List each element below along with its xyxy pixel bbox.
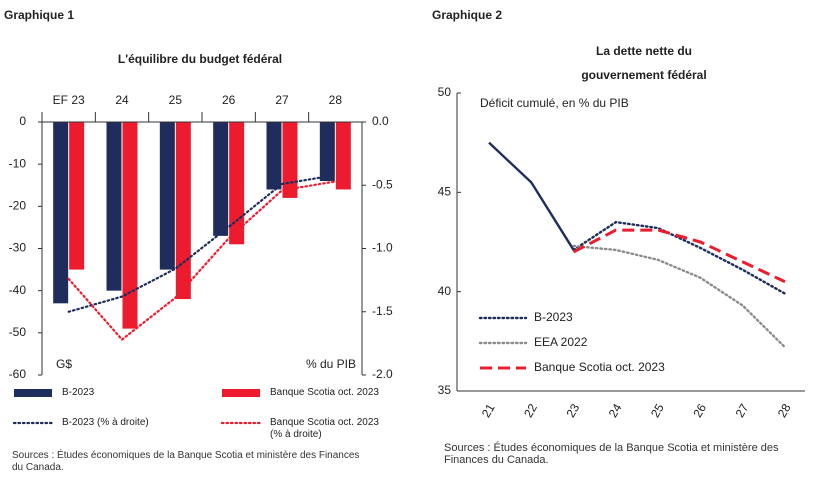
line (572, 244, 787, 349)
bar (175, 122, 191, 300)
bar (319, 122, 335, 182)
x-tick-label: EF 23 (53, 93, 85, 107)
chart-label: Graphique 1 (4, 8, 74, 22)
y-tick-label: 40 (438, 284, 452, 298)
legend-label: EEA 2022 (534, 335, 588, 349)
y2-tick-label: -1.5 (372, 304, 393, 318)
bar (282, 122, 298, 198)
x-tick-label: 28 (775, 401, 794, 420)
line (572, 228, 786, 284)
y-tick-label: -40 (9, 283, 27, 297)
y-tick-label: 35 (438, 383, 452, 397)
bar (122, 122, 138, 329)
bar (53, 122, 69, 304)
y-tick-label: -10 (9, 156, 27, 170)
source: Sources : Études économiques de la Banqu… (444, 442, 779, 466)
source: Sources : Études économiques de la Banqu… (12, 450, 360, 473)
x-tick-label: 26 (690, 401, 709, 420)
chart-title: gouvernement fédéral (581, 68, 706, 82)
y2-tick-label: -0.5 (372, 177, 393, 191)
x-tick-label: 26 (222, 93, 236, 107)
legend-label: Banque Scotia oct. 2023 (% à droite) (270, 417, 379, 440)
y2-axis-label: % du PIB (306, 357, 356, 371)
line (67, 174, 337, 313)
bar (159, 122, 175, 270)
x-tick-label: 24 (115, 93, 129, 107)
bar (106, 122, 122, 291)
line (488, 141, 575, 251)
x-tick-label: 25 (648, 401, 667, 420)
y-tick-label: 0 (19, 114, 26, 128)
x-tick-label: 28 (329, 93, 343, 107)
legend-label: B-2023 (534, 310, 573, 324)
chart-title: La dette nette du (596, 44, 692, 58)
y-tick-label: 45 (438, 185, 452, 199)
y-tick-label: 50 (438, 85, 452, 99)
y2-tick-label: -2.0 (372, 367, 393, 381)
legend-swatch (14, 389, 52, 397)
chart-title: L'équilibre du budget fédéral (118, 52, 282, 66)
chart-label: Graphique 2 (432, 8, 502, 22)
x-tick-label: 25 (169, 93, 183, 107)
x-tick-label: 21 (479, 401, 498, 420)
y2-tick-label: -1.0 (372, 241, 393, 255)
legend-label: B-2023 (62, 387, 95, 398)
legend-label: Banque Scotia oct. 2023 (534, 360, 665, 374)
y-tick-label: -30 (9, 241, 27, 255)
line (572, 220, 787, 295)
y2-tick-label: 0.0 (372, 114, 389, 128)
bar (213, 122, 229, 236)
x-tick-label: 22 (521, 401, 540, 420)
x-tick-label: 27 (733, 401, 752, 420)
bar (335, 122, 351, 190)
x-tick-label: 27 (275, 93, 289, 107)
bar (69, 122, 85, 270)
subtitle: Déficit cumulé, en % du PIB (480, 96, 629, 110)
y-tick-label: -20 (9, 199, 27, 213)
bar (229, 122, 245, 245)
bar (266, 122, 282, 190)
line (67, 180, 337, 342)
y-tick-label: -60 (9, 367, 27, 381)
legend-label: Banque Scotia oct. 2023 (270, 387, 379, 398)
legend-label: B-2023 (% à droite) (62, 417, 149, 428)
legend-swatch (222, 389, 260, 397)
y-axis-label: G$ (56, 357, 72, 371)
y-tick-label: -50 (9, 325, 27, 339)
x-tick-label: 23 (563, 401, 582, 420)
x-tick-label: 24 (606, 401, 625, 420)
